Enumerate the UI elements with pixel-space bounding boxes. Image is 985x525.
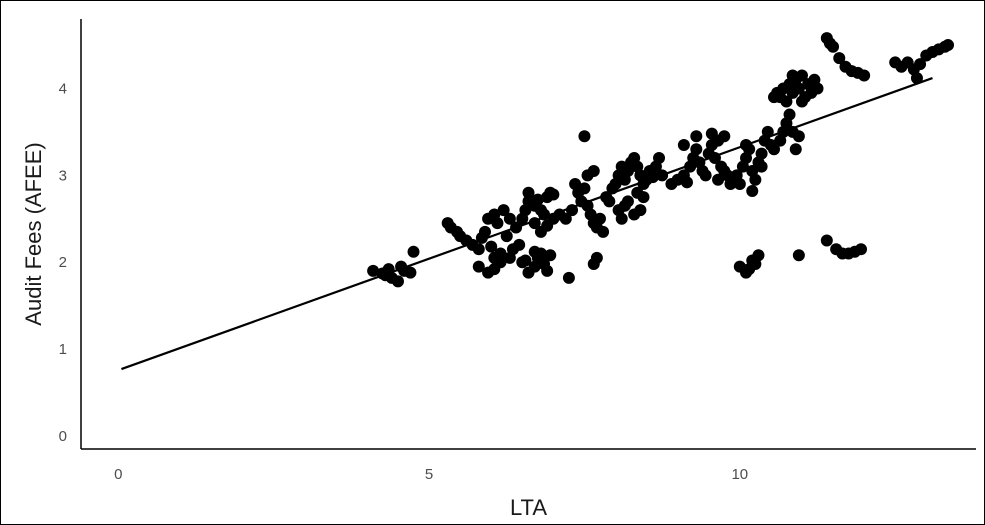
data-point bbox=[497, 204, 510, 217]
data-point bbox=[391, 275, 404, 288]
data-point bbox=[690, 143, 703, 156]
regression-line bbox=[121, 77, 933, 371]
data-point bbox=[827, 40, 840, 53]
data-point bbox=[562, 271, 575, 284]
data-point bbox=[578, 182, 591, 195]
y-tick-label: 1 bbox=[59, 341, 67, 358]
data-point bbox=[780, 95, 793, 108]
data-point bbox=[795, 69, 808, 82]
data-point bbox=[677, 138, 690, 151]
data-point bbox=[603, 195, 616, 208]
data-point bbox=[503, 251, 516, 264]
data-point bbox=[705, 127, 718, 140]
data-point bbox=[547, 188, 560, 201]
data-point bbox=[792, 130, 805, 143]
data-point bbox=[789, 143, 802, 156]
data-point bbox=[367, 264, 380, 277]
data-point bbox=[820, 234, 833, 247]
data-point bbox=[494, 256, 507, 269]
data-point bbox=[559, 212, 572, 225]
data-point bbox=[746, 185, 759, 197]
data-point bbox=[513, 238, 526, 251]
points-layer bbox=[367, 32, 955, 288]
data-point bbox=[786, 69, 799, 82]
data-point bbox=[783, 108, 796, 121]
data-point bbox=[478, 225, 491, 238]
data-point bbox=[653, 151, 666, 164]
y-axis-title: Audit Fees (AFEE) bbox=[21, 142, 46, 325]
data-point bbox=[528, 245, 541, 258]
data-point bbox=[597, 225, 610, 238]
data-point bbox=[749, 257, 762, 270]
data-point bbox=[680, 176, 693, 189]
data-point bbox=[587, 165, 600, 178]
data-point bbox=[855, 243, 868, 256]
data-point bbox=[587, 257, 600, 270]
data-point bbox=[755, 160, 768, 173]
y-tick-label: 0 bbox=[59, 428, 67, 445]
data-point bbox=[593, 212, 606, 225]
data-point bbox=[621, 195, 634, 208]
data-point bbox=[491, 217, 504, 230]
data-point bbox=[544, 249, 557, 262]
data-point bbox=[833, 52, 846, 65]
data-point bbox=[407, 245, 420, 258]
data-point bbox=[712, 173, 725, 186]
x-tick-label: 0 bbox=[114, 466, 122, 483]
data-point bbox=[942, 39, 955, 52]
x-tick-label: 5 bbox=[425, 466, 433, 483]
data-point bbox=[768, 143, 781, 156]
data-point bbox=[578, 130, 591, 143]
data-point bbox=[519, 254, 532, 267]
data-point bbox=[531, 193, 544, 206]
y-tick-label: 4 bbox=[59, 80, 67, 97]
data-point bbox=[472, 243, 485, 256]
data-point bbox=[910, 72, 923, 85]
y-tick-labels: 0 1 2 3 4 bbox=[59, 80, 67, 444]
data-point bbox=[792, 82, 805, 95]
data-point bbox=[858, 69, 871, 82]
data-point bbox=[503, 212, 516, 225]
y-tick-label: 3 bbox=[59, 167, 67, 184]
data-point bbox=[718, 130, 731, 143]
data-point bbox=[699, 169, 712, 182]
data-point bbox=[690, 130, 703, 143]
data-point bbox=[631, 186, 644, 199]
data-point bbox=[500, 230, 513, 243]
x-tick-label: 10 bbox=[731, 466, 748, 483]
data-point bbox=[472, 260, 485, 273]
data-point bbox=[541, 264, 554, 277]
data-point bbox=[522, 186, 535, 199]
data-point bbox=[792, 249, 805, 262]
data-point bbox=[755, 147, 768, 160]
x-tick-labels: 0 5 10 bbox=[114, 466, 748, 483]
x-axis-title: LTA bbox=[510, 495, 547, 520]
data-point bbox=[634, 204, 647, 217]
data-point bbox=[749, 173, 762, 186]
data-point bbox=[404, 266, 417, 279]
data-point bbox=[724, 178, 737, 191]
data-point bbox=[795, 95, 808, 108]
data-point bbox=[485, 240, 498, 253]
data-point bbox=[914, 58, 927, 71]
fit-line-layer bbox=[121, 77, 933, 371]
data-point bbox=[733, 178, 746, 191]
data-point bbox=[615, 212, 628, 225]
data-point bbox=[811, 82, 824, 95]
data-point bbox=[771, 86, 784, 99]
y-tick-label: 2 bbox=[59, 254, 67, 271]
